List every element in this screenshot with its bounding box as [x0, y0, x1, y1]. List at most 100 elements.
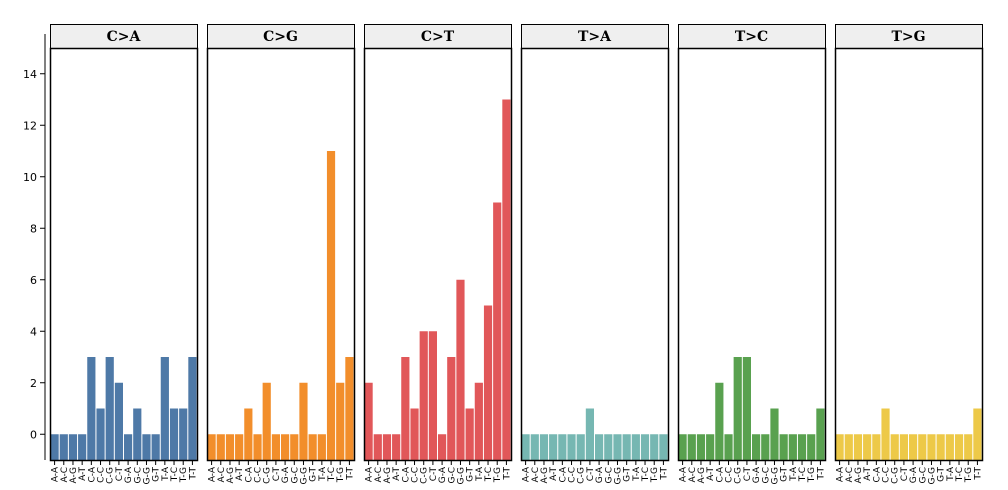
x-tick-label: A-A: [679, 466, 689, 482]
y-tick-label: 6: [30, 274, 37, 287]
x-tick-label: C-A: [87, 466, 97, 482]
x-tick-label: T-C: [798, 467, 808, 482]
bar: [659, 434, 668, 460]
bar: [96, 408, 105, 460]
x-tick-label: C-T: [586, 466, 596, 481]
panel-header: [207, 24, 355, 49]
y-tick-label: 14: [23, 68, 37, 81]
x-tick-label: A-C: [60, 467, 70, 483]
bar: [474, 382, 483, 460]
panel: T>AA-A A-C A-G A-T C-A C-C C-G C-T G-A G-C G-G G-T T…: [520, 24, 670, 485]
bar: [640, 434, 650, 460]
bar: [567, 434, 576, 460]
bar: [881, 408, 890, 460]
x-tick-label: A-C: [217, 467, 227, 483]
bar: [401, 357, 410, 460]
bar: [299, 382, 308, 460]
bar: [964, 434, 973, 460]
x-tick-label: G-G: [770, 467, 780, 485]
bar: [419, 331, 428, 460]
bar: [50, 434, 59, 460]
x-tick-label: G-G: [299, 467, 309, 485]
bar: [188, 357, 197, 460]
x-tick-label: A-G: [383, 467, 393, 484]
y-axis: 0 2 4 6 8 10 12 14: [23, 34, 46, 460]
bar: [244, 408, 253, 460]
bar: [797, 434, 807, 460]
x-tick-label: T-A: [632, 466, 642, 482]
x-tick-label: G-C: [761, 467, 771, 484]
bar: [927, 434, 936, 460]
bar: [216, 434, 225, 460]
x-tick-label: A-C: [688, 467, 698, 483]
x-tick-label: G-G: [456, 467, 466, 485]
x-tick-label: G-A: [752, 466, 762, 483]
bar: [373, 434, 382, 460]
x-tick-label: T-T: [188, 467, 198, 481]
bar: [78, 434, 87, 460]
panel-title: T>C: [735, 29, 768, 45]
x-tick-label: C-C: [882, 467, 892, 483]
bar: [281, 434, 290, 460]
bar: [225, 434, 235, 460]
bar: [326, 151, 336, 460]
x-tick-label: C-A: [401, 466, 411, 482]
x-tick-label: A-A: [51, 466, 61, 482]
bar: [262, 382, 271, 460]
bar: [502, 99, 511, 460]
bar: [235, 434, 244, 460]
panels: C>AA-A A-C A-G A-T C-A C-C C-G C-T G-A G-C G-G G-T T…: [49, 24, 983, 485]
x-tick-label: A-G: [226, 467, 236, 484]
bar: [151, 434, 160, 460]
x-tick-label: C-C: [725, 467, 735, 483]
bar: [68, 434, 78, 460]
panel-header: [364, 24, 512, 49]
x-tick-label: T-T: [502, 467, 512, 481]
bar: [465, 408, 474, 460]
bar: [816, 408, 825, 460]
panel-title: C>G: [263, 29, 298, 45]
x-tick-label: T-A: [789, 466, 799, 482]
panel-title: T>A: [578, 29, 612, 45]
bar: [169, 408, 179, 460]
x-tick-label: T-A: [475, 466, 485, 482]
x-tick-label: C-A: [872, 466, 882, 482]
bar: [807, 434, 816, 460]
x-tick-label: G-T: [623, 467, 633, 482]
x-tick-label: C-A: [244, 466, 254, 482]
bar: [936, 434, 945, 460]
y-tick-label: 4: [30, 325, 37, 338]
x-tick-label: G-T: [466, 467, 476, 482]
bar: [613, 434, 622, 460]
bar: [585, 408, 594, 460]
panel-header: [50, 24, 198, 49]
y-tick-label: 8: [30, 222, 37, 235]
panel: T>CA-A A-C A-G A-T C-A C-C C-G C-T G-A G-C G-G G-T T…: [677, 24, 826, 485]
x-tick-label: C-C: [568, 467, 578, 483]
bar: [945, 434, 954, 460]
bar: [345, 357, 354, 460]
bar: [558, 434, 567, 460]
x-tick-label: A-T: [549, 467, 559, 481]
x-tick-label: T-A: [318, 466, 328, 482]
bar: [724, 434, 733, 460]
x-tick-label: A-C: [374, 467, 384, 483]
x-tick-label: C-G: [734, 467, 744, 484]
x-tick-label: A-T: [78, 467, 88, 481]
bar: [650, 434, 659, 460]
x-tick-label: T-T: [345, 467, 355, 481]
x-tick-label: A-C: [845, 467, 855, 483]
panel: C>TA-A A-C A-G A-T C-A C-C C-G C-T G-A G-C G-G G-T T…: [363, 24, 512, 485]
x-tick-label: C-T: [900, 466, 910, 481]
x-tick-label: C-G: [106, 467, 116, 484]
bar: [483, 305, 493, 460]
bar: [456, 279, 465, 460]
x-tick-label: A-A: [522, 466, 532, 482]
bar: [835, 434, 844, 460]
x-tick-label: C-C: [254, 467, 264, 483]
x-tick-label: T-A: [161, 466, 171, 482]
bar: [872, 434, 881, 460]
bar: [899, 434, 908, 460]
panel-frame: [520, 47, 670, 462]
